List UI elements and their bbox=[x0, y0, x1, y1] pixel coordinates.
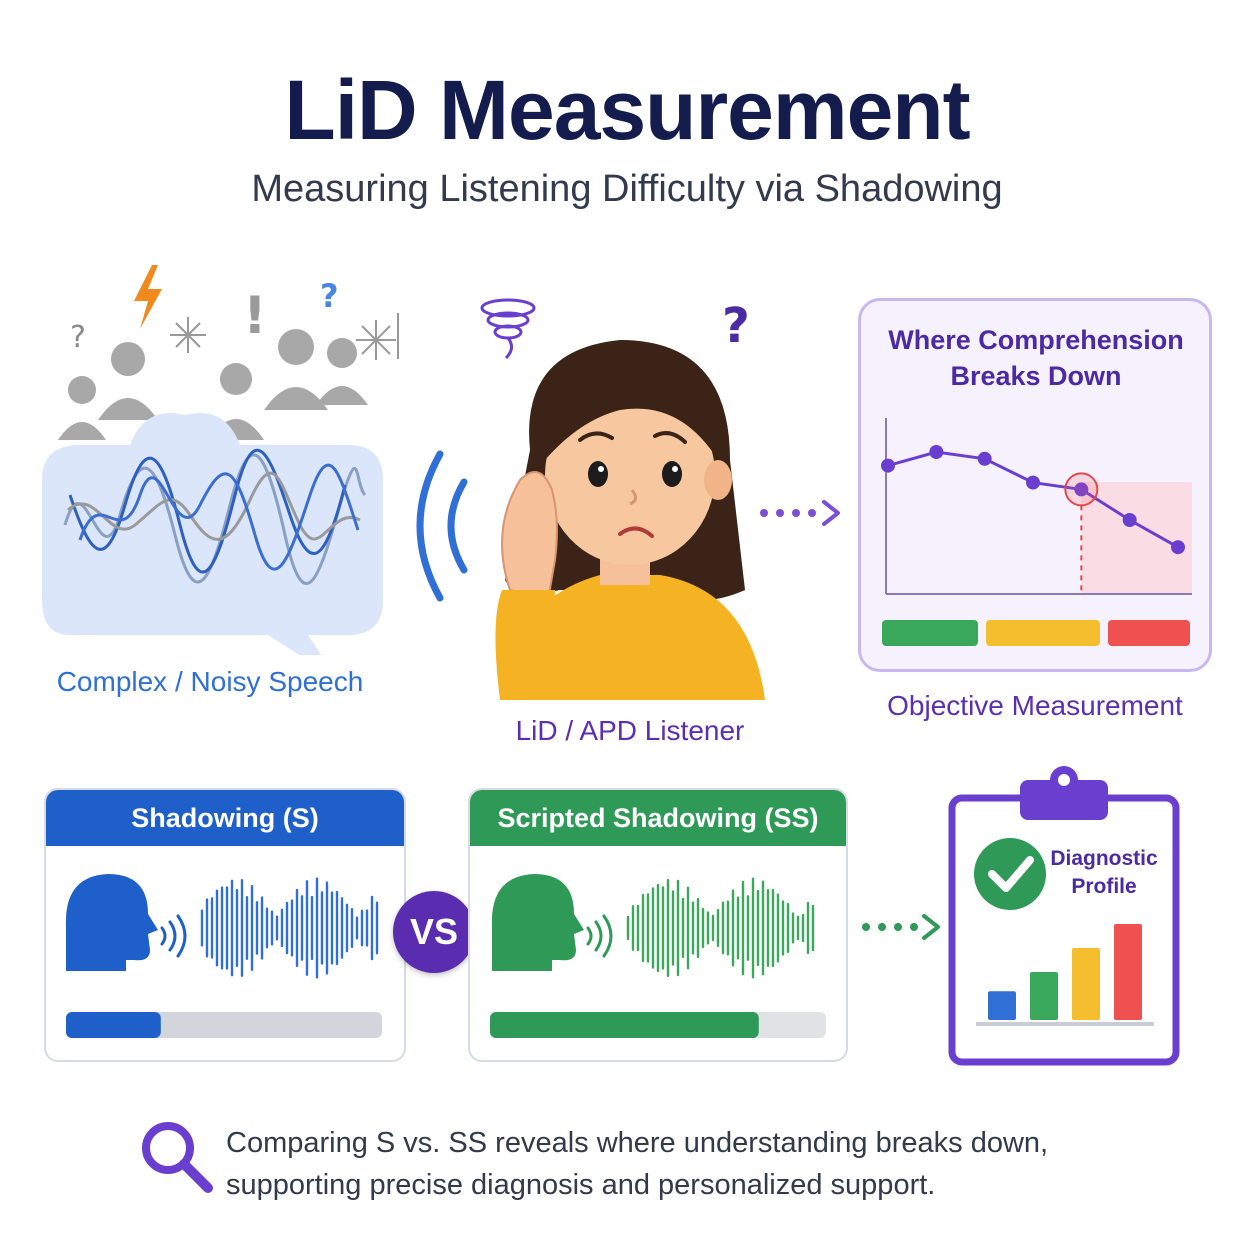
lightning-icon bbox=[134, 265, 162, 329]
status-bar-segment bbox=[882, 620, 978, 646]
footer-note: Comparing S vs. SS reveals where underst… bbox=[226, 1127, 1049, 1201]
listener-illustration: ? bbox=[480, 298, 765, 700]
sound-wave-icon bbox=[586, 914, 613, 958]
scripted-card-title: Scripted Shadowing (SS) bbox=[470, 790, 846, 846]
speech-caption: Complex / Noisy Speech bbox=[56, 666, 364, 697]
speech-bubble bbox=[42, 413, 383, 655]
status-bar-segment bbox=[1108, 620, 1190, 646]
magnifier-icon bbox=[142, 1122, 213, 1193]
dotted-arrow bbox=[862, 914, 940, 940]
scripted-progress-fill bbox=[490, 1012, 759, 1038]
noisy-speech-illustration: ? ! ? bbox=[42, 265, 399, 655]
breakdown-highlight bbox=[1064, 472, 1099, 507]
chart-point bbox=[977, 451, 992, 466]
checkmark-icon bbox=[974, 838, 1046, 910]
page-title: LiD Measurement bbox=[284, 63, 970, 157]
question-icon: ? bbox=[320, 277, 339, 315]
people-icon bbox=[58, 329, 368, 440]
waveform-s bbox=[200, 877, 379, 979]
profile-bar bbox=[1030, 972, 1058, 1020]
speaking-head-icon bbox=[491, 874, 584, 971]
page-subtitle: Measuring Listening Difficulty via Shado… bbox=[251, 168, 1003, 210]
shadowing-speaker bbox=[65, 874, 379, 979]
scripted-progress-bar bbox=[490, 1012, 826, 1038]
shadowing-progress-fill bbox=[66, 1012, 161, 1038]
profile-title: Diagnostic Profile bbox=[1050, 847, 1158, 898]
clipboard-icon bbox=[948, 766, 1180, 1066]
vs-badge: VS bbox=[393, 891, 475, 973]
profile-bar bbox=[1114, 924, 1142, 1020]
question-icon: ? bbox=[70, 320, 86, 355]
chart-point bbox=[1074, 482, 1089, 497]
chart-title: Where Comprehension Breaks Down bbox=[888, 325, 1184, 391]
sparkle-icon bbox=[170, 317, 206, 353]
profile-bar bbox=[988, 991, 1016, 1020]
measurement-caption: Objective Measurement bbox=[887, 690, 1183, 721]
dotted-arrow bbox=[760, 500, 840, 526]
exclamation-icon: ! bbox=[243, 286, 267, 346]
listener-caption: LiD / APD Listener bbox=[515, 715, 745, 746]
chart-point bbox=[1026, 475, 1040, 490]
comprehension-chart bbox=[881, 418, 1192, 646]
profile-bar bbox=[1072, 948, 1100, 1020]
waveform-ss bbox=[626, 877, 815, 979]
chart-point bbox=[1122, 513, 1137, 527]
chart-point bbox=[881, 458, 895, 473]
speaking-head-icon bbox=[65, 874, 158, 971]
sound-wave-icon bbox=[416, 450, 468, 602]
sparkle-icon bbox=[356, 320, 396, 360]
scripted-speaker bbox=[491, 874, 815, 979]
sound-wave-icon bbox=[160, 914, 187, 958]
shadowing-card-title: Shadowing (S) bbox=[46, 790, 404, 846]
shadowing-progress-bar bbox=[66, 1012, 382, 1038]
spiral-icon bbox=[480, 298, 536, 360]
question-icon: ? bbox=[722, 298, 750, 354]
chart-point bbox=[1171, 540, 1185, 555]
sound-wave-icon bbox=[63, 448, 367, 585]
chart-point bbox=[929, 445, 944, 459]
status-bar-segment bbox=[986, 620, 1100, 646]
